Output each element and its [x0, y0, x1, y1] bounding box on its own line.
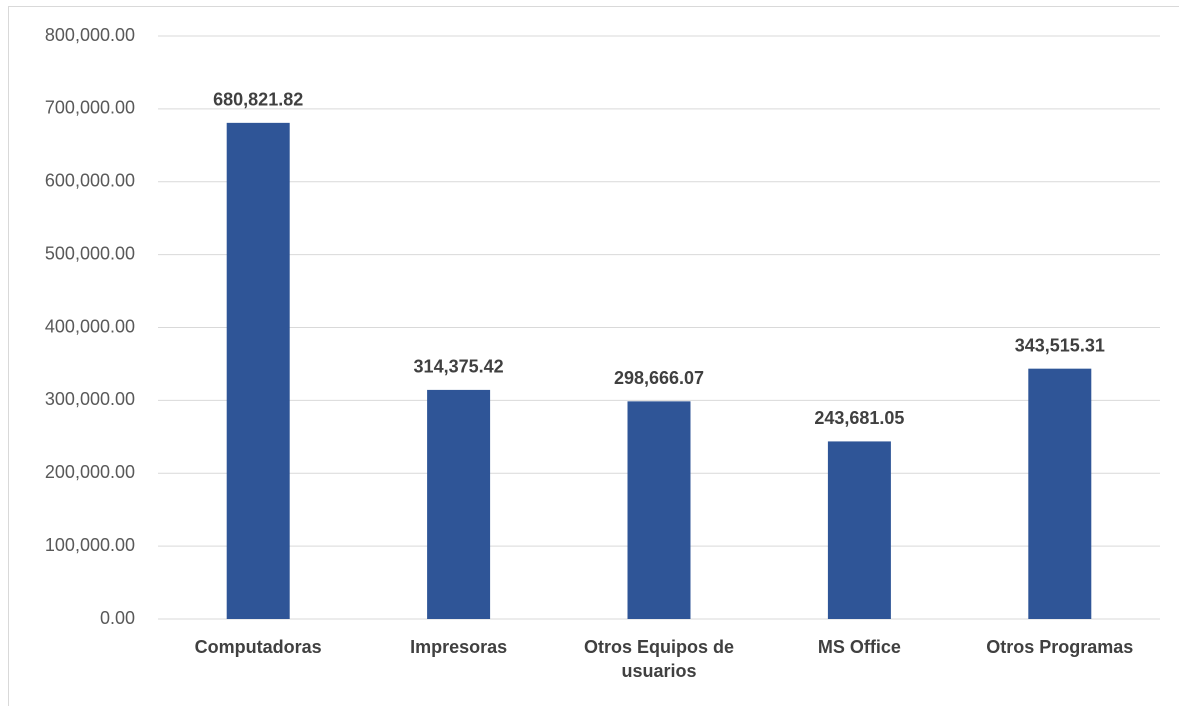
x-label-box: Computadoras: [194, 637, 322, 657]
x-tick-label: MS Office: [817, 637, 901, 657]
data-label: 680,821.82: [213, 90, 303, 110]
y-tick-label: 700,000.00: [45, 98, 135, 118]
chart-frame: [8, 6, 1179, 706]
y-tick-label: 800,000.00: [45, 25, 135, 45]
x-tick-label: Impresoras: [410, 637, 508, 657]
bar: [427, 389, 491, 619]
x-label-box: Otros Programas: [986, 637, 1134, 657]
y-tick-label: 600,000.00: [45, 171, 135, 191]
bar: [827, 441, 891, 619]
data-label: 243,681.05: [814, 408, 904, 428]
data-label: 343,515.31: [1015, 335, 1105, 355]
y-tick-label: 0.00: [100, 608, 135, 628]
bar: [226, 122, 290, 619]
y-tick-label: 300,000.00: [45, 389, 135, 409]
x-label-box: Impresoras: [410, 637, 508, 657]
bar: [627, 401, 691, 619]
x-tick-label: Computadoras: [194, 637, 322, 657]
y-tick-label: 400,000.00: [45, 316, 135, 336]
bar: [1028, 368, 1092, 619]
y-tick-label: 500,000.00: [45, 243, 135, 263]
y-tick-label: 100,000.00: [45, 535, 135, 555]
data-label: 314,375.42: [414, 357, 504, 377]
x-tick-label: Otros Programas: [986, 637, 1134, 657]
x-tick-label: Otros Equipos de usuarios: [583, 637, 734, 681]
x-label-box: Otros Equipos de usuarios: [583, 637, 734, 681]
data-label: 298,666.07: [614, 368, 704, 388]
x-label-box: MS Office: [817, 637, 901, 657]
y-tick-label: 200,000.00: [45, 462, 135, 482]
